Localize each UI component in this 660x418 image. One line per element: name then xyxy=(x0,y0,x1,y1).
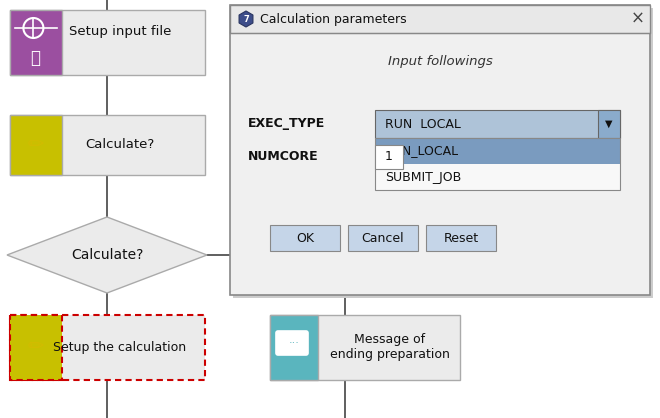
Text: ×: × xyxy=(631,10,645,28)
Bar xyxy=(426,225,496,251)
Bar xyxy=(375,110,620,138)
Bar xyxy=(270,225,340,251)
Text: 🪣: 🪣 xyxy=(30,49,40,67)
Bar xyxy=(270,315,460,380)
Text: Calculate?: Calculate? xyxy=(85,138,154,151)
Text: Cancel: Cancel xyxy=(362,232,405,245)
Bar xyxy=(375,164,620,190)
Bar xyxy=(10,10,205,75)
Bar xyxy=(270,315,318,380)
Text: OK: OK xyxy=(296,232,314,245)
Bar xyxy=(10,315,205,380)
Bar xyxy=(598,110,620,138)
Text: ✏: ✏ xyxy=(28,135,44,155)
Text: Calculate?: Calculate? xyxy=(71,248,143,262)
Bar xyxy=(10,115,205,175)
Text: EXEC_TYPE: EXEC_TYPE xyxy=(248,117,325,130)
Text: RUN_LOCAL: RUN_LOCAL xyxy=(385,145,459,158)
Text: Message of
ending preparation: Message of ending preparation xyxy=(330,333,450,361)
Bar xyxy=(375,138,620,164)
Text: ✏: ✏ xyxy=(28,337,44,357)
Text: SUBMIT_JOB: SUBMIT_JOB xyxy=(385,171,461,184)
Text: Calculation parameters: Calculation parameters xyxy=(260,13,407,25)
Text: Reset: Reset xyxy=(444,232,478,245)
Bar xyxy=(10,115,62,175)
Text: 7: 7 xyxy=(243,15,249,23)
Bar xyxy=(375,138,620,190)
Polygon shape xyxy=(239,11,253,27)
Bar xyxy=(10,10,62,75)
Text: Setup input file: Setup input file xyxy=(69,25,171,38)
Text: 1: 1 xyxy=(385,150,393,163)
Text: Input followings: Input followings xyxy=(387,54,492,67)
Text: Setup the calculation: Setup the calculation xyxy=(53,341,187,354)
Text: ▼: ▼ xyxy=(605,119,612,129)
Text: ···: ··· xyxy=(288,338,300,348)
Polygon shape xyxy=(7,217,207,293)
Text: NUMCORE: NUMCORE xyxy=(248,150,319,163)
Bar xyxy=(10,315,62,380)
Text: RUN  LOCAL: RUN LOCAL xyxy=(385,117,461,130)
Bar xyxy=(348,225,418,251)
Bar xyxy=(233,8,653,298)
Bar xyxy=(375,145,403,169)
FancyBboxPatch shape xyxy=(276,331,308,355)
Bar xyxy=(230,5,650,295)
Bar xyxy=(230,5,650,33)
